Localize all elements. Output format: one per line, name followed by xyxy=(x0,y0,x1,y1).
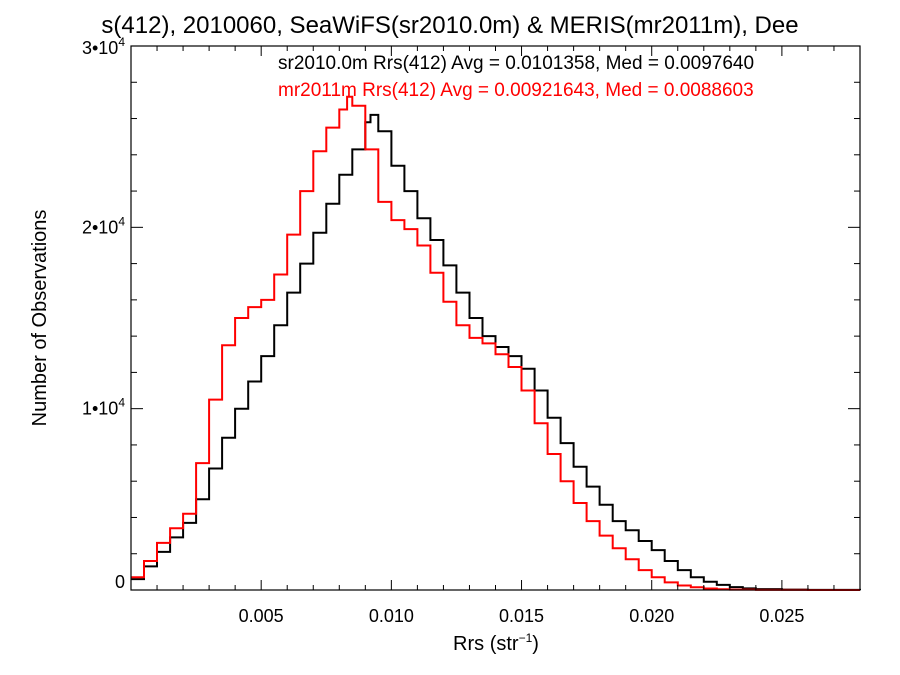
annotation-red: mr2011m Rrs(412) Avg = 0.00921643, Med =… xyxy=(278,80,754,101)
x-tick-label: 0.020 xyxy=(629,606,674,626)
y-tick-label: 1•104 xyxy=(82,396,125,419)
x-tick-label: 0.015 xyxy=(499,606,544,626)
x-tick-label: 0.005 xyxy=(239,606,284,626)
x-tick-label: 0.025 xyxy=(759,606,804,626)
annotation-black: sr2010.0m Rrs(412) Avg = 0.0101358, Med … xyxy=(278,53,754,74)
x-tick-label: 0.010 xyxy=(369,606,414,626)
tick-layer: 0.005 0.010 0.015 0.020 0.025 0 1•104 2•104 3•10… xyxy=(82,35,860,626)
series-line-0 xyxy=(131,113,861,591)
x-axis-label-close: ) xyxy=(532,633,539,655)
x-axis-label-superscript: −1 xyxy=(519,631,533,645)
y-axis-label: Number of Observations xyxy=(29,210,51,427)
y-tick-label: 2•104 xyxy=(82,214,125,237)
x-axis-label: Rrs (str−1) xyxy=(453,631,539,655)
chart-title: s(412), 2010060, SeaWiFS(sr2010.0m) & ME… xyxy=(101,12,798,39)
y-tick-label: 3•104 xyxy=(82,35,125,58)
x-axis-label-text: Rrs (str xyxy=(453,633,519,655)
series-line-1 xyxy=(131,95,860,591)
y-tick-label: 0 xyxy=(115,572,125,592)
series-layer xyxy=(131,95,861,591)
